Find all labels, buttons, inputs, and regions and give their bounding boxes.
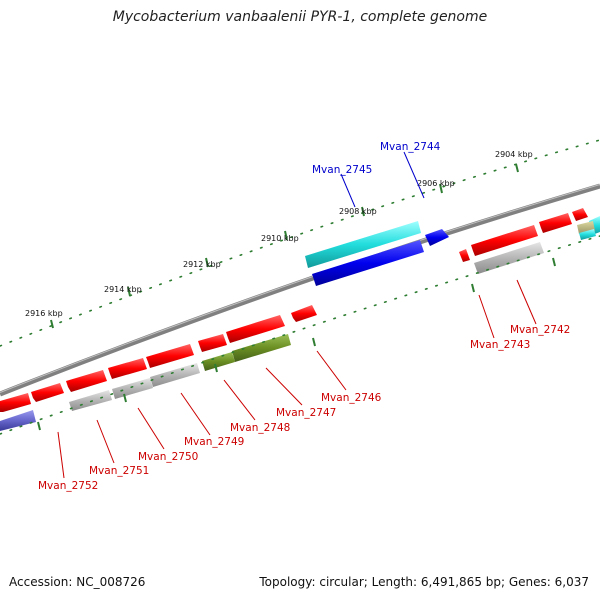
gene-red-right-1[interactable] (539, 213, 572, 233)
gene-olive-1[interactable] (202, 352, 235, 371)
gene-label-mvan-2745: Mvan_2745 (312, 164, 372, 176)
gene-label-mvan-2746: Mvan_2746 (321, 392, 382, 404)
gene-gray-1[interactable] (69, 390, 112, 411)
genome-backbone (0, 183, 600, 397)
gene-olive-2[interactable] (232, 334, 291, 362)
gene-red-2751[interactable] (31, 383, 64, 402)
kbp-label-2912: 2912 kbp (183, 260, 221, 269)
gene-label-mvan-2751: Mvan_2751 (89, 465, 149, 477)
gene-cyan-1[interactable] (305, 221, 421, 268)
outer-major-ticks (50, 163, 519, 329)
kbp-label-2908: 2908 kbp (339, 207, 377, 216)
leader-lines (57, 151, 537, 479)
gene-red-2749[interactable] (108, 358, 147, 379)
accession-text: Accession: NC_008726 (9, 575, 146, 589)
gene-red-2750[interactable] (66, 370, 107, 392)
gene-red-2746[interactable] (226, 315, 285, 343)
gene-red-2752[interactable] (0, 393, 31, 412)
gene-label-mvan-2750: Mvan_2750 (138, 451, 198, 463)
gene-label-mvan-2752: Mvan_2752 (38, 480, 98, 492)
gene-red-2742[interactable] (471, 225, 538, 256)
gene-red-2743[interactable] (459, 249, 470, 262)
gene-label-mvan-2743: Mvan_2743 (470, 339, 530, 351)
gene-red-right-2[interactable] (572, 208, 588, 221)
kbp-label-2910: 2910 kbp (261, 234, 299, 243)
figure-title: Mycobacterium vanbaalenii PYR-1, complet… (112, 9, 488, 25)
kbp-label-2914: 2914 kbp (104, 285, 142, 294)
gene-blue-2745[interactable] (312, 240, 424, 286)
gene-blue-2744[interactable] (425, 229, 449, 246)
gene-red-small-mid[interactable] (291, 305, 317, 322)
kbp-label-2916: 2916 kbp (25, 309, 63, 318)
gene-gray-right[interactable] (474, 242, 544, 274)
gene-label-mvan-2742: Mvan_2742 (510, 324, 570, 336)
gene-red-2748[interactable] (146, 344, 194, 368)
gene-slate-left[interactable] (0, 410, 36, 431)
kbp-label-2904: 2904 kbp (495, 150, 533, 159)
gene-cyan-right-2[interactable] (579, 229, 596, 240)
gene-gray-3[interactable] (150, 363, 200, 387)
gene-label-mvan-2744: Mvan_2744 (380, 141, 441, 153)
gene-gray-2[interactable] (112, 378, 153, 399)
gene-label-mvan-2749: Mvan_2749 (184, 436, 244, 448)
gene-red-2747[interactable] (198, 334, 227, 352)
outer-scale-track (0, 139, 600, 347)
genome-summary-text: Topology: circular; Length: 6,491,865 bp… (259, 575, 589, 589)
kbp-label-2906: 2906 kbp (417, 179, 455, 188)
inner-major-ticks (37, 257, 556, 431)
gene-label-mvan-2748: Mvan_2748 (230, 422, 290, 434)
gene-label-mvan-2747: Mvan_2747 (276, 407, 336, 419)
